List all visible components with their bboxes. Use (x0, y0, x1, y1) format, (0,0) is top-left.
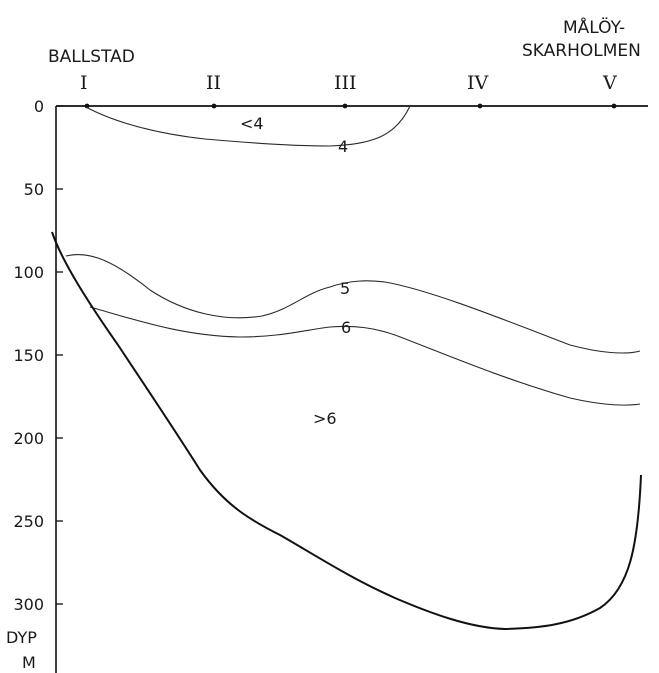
isoline-5 (65, 253, 641, 354)
location-label-skarholmen: SKARHOLMEN (522, 41, 641, 61)
station-label-5: V (602, 72, 617, 94)
station-marker-1 (84, 103, 90, 109)
depth-tick-label-100: 100 (13, 263, 44, 282)
depth-tick-label-0: 0 (34, 97, 44, 116)
contour-label-gt6: >6 (313, 409, 337, 428)
seabed-profile (51, 231, 642, 631)
depth-tick-label-250: 250 (13, 512, 44, 531)
depth-tick-label-50: 50 (24, 180, 44, 199)
station-marker-2 (211, 103, 217, 109)
contour-label-lt4: <4 (240, 114, 264, 133)
depth-tick-label-150: 150 (13, 346, 44, 365)
isoline-4 (85, 105, 411, 147)
station-label-1: I (80, 72, 88, 94)
contour-label-4: 4 (338, 137, 348, 156)
station-label-2: II (206, 72, 221, 94)
station-marker-3 (342, 103, 348, 109)
station-marker-4 (477, 103, 483, 109)
station-marker-5 (611, 103, 617, 109)
contour-label-6: 6 (341, 318, 351, 337)
contour-label-5: 5 (340, 279, 350, 298)
depth-tick-label-200: 200 (13, 429, 44, 448)
depth-axis-unit: M (22, 653, 36, 672)
station-label-3: III (334, 72, 357, 94)
depth-tick-label-300: 300 (13, 595, 44, 614)
isoline-6 (89, 306, 641, 406)
depth-axis-title: DYP (6, 628, 37, 647)
location-label-ballstad: BALLSTAD (48, 47, 135, 67)
station-label-4: IV (467, 72, 489, 94)
location-label-maloy: MÅLÖY- (563, 16, 625, 38)
